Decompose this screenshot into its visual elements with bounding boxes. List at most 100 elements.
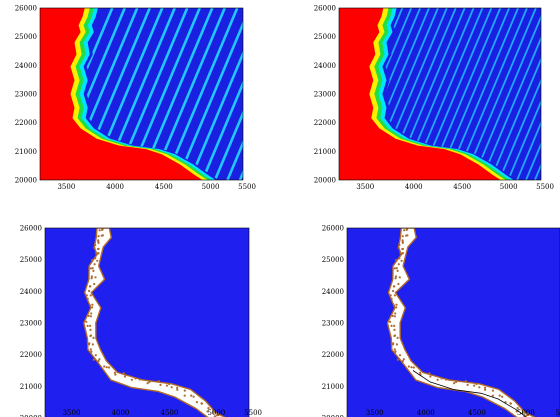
speckle: [97, 247, 100, 250]
speckle: [440, 377, 443, 380]
speckle: [183, 389, 186, 392]
speckle: [207, 407, 210, 410]
speckle: [491, 389, 494, 392]
y-tick-label: 24000: [322, 288, 344, 296]
speckle: [88, 289, 91, 293]
speckle: [103, 365, 106, 368]
y-tick-label: 26000: [322, 225, 344, 233]
plot-bottom-right: 26000 25000 24000 23000 22000 21000 20000 3500 4…: [322, 225, 560, 417]
y-tick-label: 24000: [20, 288, 42, 296]
speckle: [389, 320, 392, 323]
speckle: [473, 384, 476, 387]
speckle: [521, 411, 524, 414]
plot-frame: [338, 7, 542, 181]
panel-top-right: 26000 25000 24000 23000 22000 21000 20000 3500 4…: [280, 0, 560, 208]
y-tick-label: 20000: [15, 177, 37, 185]
plot-bottom-left: 26000 25000 24000 23000 22000 21000 20000 3500 4…: [20, 225, 262, 417]
speckle: [395, 303, 398, 306]
speckle: [90, 277, 93, 280]
speckle: [397, 263, 400, 266]
x-tick-label: 5500: [536, 183, 554, 191]
speckle: [98, 358, 101, 361]
speckle: [122, 372, 125, 375]
speckle: [86, 297, 89, 300]
speckle: [93, 246, 96, 249]
plot-area: [45, 228, 249, 417]
speckle: [148, 380, 151, 384]
speckle: [491, 394, 494, 397]
speckle: [123, 375, 126, 378]
speckle: [436, 378, 439, 381]
wave-stripe: [462, 8, 537, 180]
y-tick-label: 23000: [322, 320, 344, 328]
speckle: [454, 380, 458, 384]
wave-stripe: [188, 8, 243, 180]
wave-stripe: [176, 8, 243, 180]
speckle: [170, 386, 173, 389]
y-tick-label: 25000: [20, 256, 42, 264]
speckle: [395, 343, 398, 346]
speckle: [168, 382, 171, 386]
speckle: [92, 269, 95, 272]
y-tick-label: 26000: [15, 5, 37, 13]
y-tick-label: 26000: [314, 5, 336, 13]
y-tick-label: 23000: [20, 320, 42, 328]
y-tick-label: 25000: [322, 256, 344, 264]
coastline-ribbon: [386, 228, 536, 417]
wave-stripe: [489, 8, 541, 180]
speckle: [113, 371, 116, 374]
shoreline-speckles: [85, 228, 220, 417]
plot-area: [339, 8, 541, 180]
speckle: [100, 234, 103, 237]
y-tick-label: 21000: [314, 148, 336, 156]
speckle: [390, 297, 393, 300]
speckle: [395, 267, 398, 270]
speckle: [393, 334, 396, 338]
speckle: [407, 365, 410, 368]
plot-frame: [39, 7, 244, 181]
speckle: [464, 380, 467, 383]
speckle: [97, 240, 100, 243]
wave-stripe: [385, 8, 430, 180]
speckle: [93, 282, 96, 286]
speckle: [97, 235, 100, 238]
y-tick-label: 20000: [314, 177, 336, 185]
wave-stripe: [385, 8, 421, 180]
speckle: [90, 350, 93, 353]
x-tick-label: 5500: [238, 183, 256, 191]
speckle: [107, 366, 111, 369]
wave-stripe: [201, 8, 243, 180]
speckle: [89, 267, 92, 270]
speckle: [146, 382, 149, 385]
wave-stripe: [253, 8, 281, 180]
speckle: [89, 324, 92, 327]
x-tick-label: 3500: [63, 409, 81, 417]
speckle: [400, 259, 403, 262]
speckle: [393, 294, 396, 297]
wave-stripe: [163, 8, 239, 180]
speckle: [397, 246, 400, 249]
speckle: [406, 228, 409, 231]
wave-stripe: [525, 8, 541, 180]
speckle: [398, 354, 402, 357]
wave-stripe: [86, 8, 139, 180]
speckle: [94, 354, 97, 357]
speckle: [157, 380, 160, 383]
speckle: [412, 366, 415, 369]
x-tick-label: 4500: [453, 183, 471, 191]
x-tick-label: 3500: [57, 183, 75, 191]
speckle: [389, 294, 392, 297]
speckle: [89, 294, 92, 297]
x-tick-label: 5000: [517, 409, 535, 417]
speckle: [190, 394, 193, 397]
x-tick-label: 4000: [417, 409, 435, 417]
speckle: [97, 252, 100, 255]
panel-top-left: 26000 25000 24000 23000 22000 21000 20000 3500 4…: [0, 0, 280, 208]
x-tick-label: 5000: [207, 409, 225, 417]
x-tick-label: 5000: [202, 183, 220, 191]
y-tick-label: 22000: [15, 119, 37, 127]
wave-stripe: [507, 8, 541, 180]
speckle: [138, 378, 141, 381]
speckle: [165, 384, 168, 387]
y-tick-label: 22000: [314, 119, 336, 127]
